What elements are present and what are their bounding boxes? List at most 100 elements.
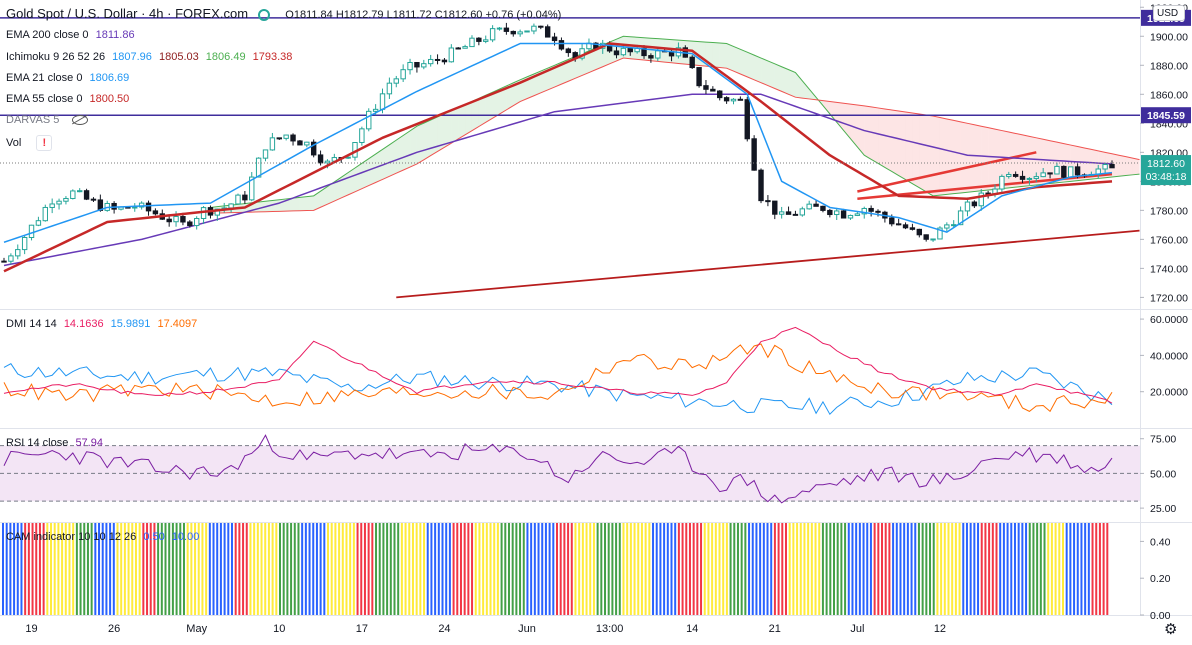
- cam-bar: [943, 523, 946, 615]
- legend-vol-label: Vol: [6, 137, 22, 149]
- cam-bar: [973, 523, 976, 615]
- legend-ema200[interactable]: EMA 200 close 0 1811.86: [6, 29, 139, 41]
- kumo-cloud-segment: [506, 82, 514, 110]
- dmi-pane[interactable]: [3, 326, 1113, 416]
- cam-bar: [338, 523, 341, 615]
- price-pane[interactable]: [0, 17, 1140, 299]
- cam-bar: [349, 523, 352, 615]
- cam-bar: [714, 523, 717, 615]
- kumo-cloud-segment: [754, 55, 762, 83]
- legend-rsi[interactable]: RSI 14 close 57.94: [6, 437, 107, 449]
- kumo-cloud-segment: [327, 181, 335, 205]
- currency-selector[interactable]: USD: [1153, 5, 1185, 21]
- cam-bar: [991, 523, 994, 615]
- cam-bar: [1006, 523, 1009, 615]
- cam-bar: [633, 523, 636, 615]
- legend-vol[interactable]: Vol !: [6, 135, 56, 151]
- legend-ichimoku[interactable]: Ichimoku 9 26 52 26 1807.96 1805.03 1806…: [6, 51, 296, 63]
- cam-bar: [648, 523, 651, 615]
- legend-ema21[interactable]: EMA 21 close 0 1806.69: [6, 72, 133, 84]
- kumo-cloud-segment: [540, 68, 548, 93]
- kumo-cloud-segment: [988, 127, 996, 191]
- cam-bar: [216, 523, 219, 615]
- cam-bar: [711, 523, 714, 615]
- cam-bar: [600, 523, 603, 615]
- candle-body: [889, 217, 895, 225]
- cam-bar: [895, 523, 898, 615]
- y-tick-label: 1760.00: [1150, 234, 1188, 246]
- cam-bar: [936, 523, 939, 615]
- cam-bar: [271, 523, 274, 615]
- cam-bar: [951, 523, 954, 615]
- candle-body: [138, 202, 145, 208]
- ema200-line: [3, 93, 1113, 267]
- kumo-cloud-segment: [705, 42, 713, 67]
- x-tick-label: 17: [356, 623, 368, 635]
- cam-bar: [1032, 523, 1035, 615]
- candle-body: [765, 200, 771, 203]
- cam-bar: [1098, 523, 1101, 615]
- cam-bar: [397, 523, 400, 615]
- legend-darvas[interactable]: DARVAS 5: [6, 114, 92, 126]
- cam-bar: [814, 523, 817, 615]
- candle-body: [269, 137, 276, 151]
- candle-body: [427, 58, 434, 65]
- y-tick-label: 40.0000: [1150, 350, 1188, 362]
- cam-bar: [360, 523, 363, 615]
- y-tick-label: 50.00: [1150, 468, 1176, 480]
- candle-body: [778, 211, 785, 215]
- cam-bar: [903, 523, 906, 615]
- kumo-cloud-segment: [788, 69, 796, 98]
- legend-cam[interactable]: CAM indicator 10 10 12 26 0.50 10.00: [6, 531, 203, 543]
- adx-line: [3, 326, 1113, 404]
- x-tick-label: Jul: [850, 623, 864, 635]
- kumo-cloud-segment: [430, 116, 438, 156]
- cam-bar: [522, 523, 525, 615]
- cam-bar: [282, 523, 285, 615]
- candle-body: [193, 217, 200, 227]
- kumo-cloud-segment: [726, 43, 734, 72]
- rsi-pane[interactable]: [0, 434, 1140, 504]
- cam-bar: [419, 523, 422, 615]
- candle-body: [902, 224, 909, 229]
- cam-bar: [840, 523, 843, 615]
- cam-pane[interactable]: [2, 523, 1109, 615]
- y-tick-label: 1720.00: [1150, 292, 1188, 304]
- cam-bar: [663, 523, 666, 615]
- cam-bar: [27, 523, 30, 615]
- kumo-cloud-segment: [451, 107, 459, 144]
- cam-bar: [327, 523, 330, 615]
- alert-icon[interactable]: !: [36, 135, 53, 151]
- kumo-cloud-segment: [919, 114, 927, 192]
- eye-hidden-icon[interactable]: [72, 115, 89, 126]
- cam-bar: [205, 523, 208, 615]
- cam-bar: [637, 523, 640, 615]
- cam-bar: [585, 523, 588, 615]
- cam-bar: [681, 523, 684, 615]
- symbol-title[interactable]: Gold Spot / U.S. Dollar · 4h · FOREX.com: [6, 6, 249, 21]
- kumo-cloud-segment: [1132, 158, 1140, 175]
- cam-bar: [803, 523, 806, 615]
- cam-bar: [784, 523, 787, 615]
- last-price-tag: [1141, 155, 1191, 186]
- cam-bar: [574, 523, 577, 615]
- candle-body: [813, 203, 819, 207]
- candle-body: [868, 207, 874, 212]
- x-tick-label: May: [186, 623, 207, 635]
- candle-body: [503, 27, 510, 32]
- cam-bar: [969, 523, 972, 615]
- cam-bar: [762, 523, 765, 615]
- candle-body: [469, 37, 475, 48]
- cam-bar: [363, 523, 366, 615]
- legend-ema55[interactable]: EMA 55 close 0 1800.50: [6, 93, 133, 105]
- candle-body: [840, 210, 847, 219]
- cam-bar: [910, 523, 913, 615]
- legend-dmi[interactable]: DMI 14 14 14.1636 15.9891 17.4097: [6, 318, 201, 330]
- candle-body: [620, 47, 627, 56]
- gear-icon[interactable]: ⚙: [1164, 621, 1178, 638]
- candle-body: [317, 154, 324, 164]
- cam-bar: [567, 523, 570, 615]
- kumo-cloud-segment: [933, 116, 940, 196]
